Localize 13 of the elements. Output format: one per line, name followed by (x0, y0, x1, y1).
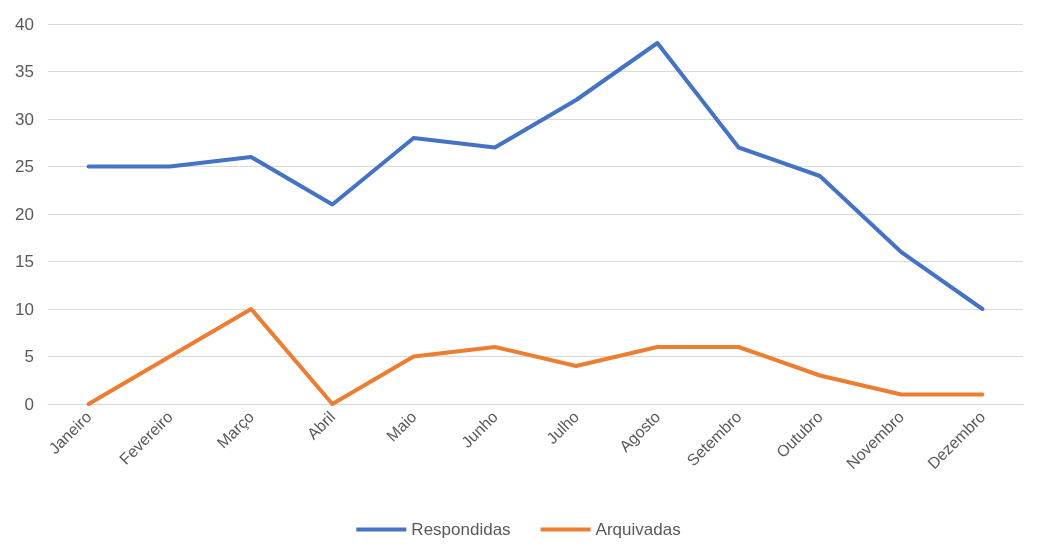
y-tick-label: 0 (24, 394, 34, 414)
y-tick-label: 20 (15, 204, 34, 224)
line-series (86, 41, 985, 311)
y-tick-label: 30 (15, 109, 34, 129)
legend-label: Arquivadas (595, 520, 681, 539)
line-series (86, 307, 985, 406)
y-tick-label: 40 (15, 14, 34, 34)
y-tick-label: 25 (15, 157, 34, 176)
y-tick-label: 10 (15, 299, 34, 319)
y-tick-label: 15 (15, 252, 34, 271)
legend-label: Respondidas (411, 520, 511, 539)
y-tick-label: 35 (15, 62, 34, 81)
y-tick-label: 5 (24, 347, 34, 366)
